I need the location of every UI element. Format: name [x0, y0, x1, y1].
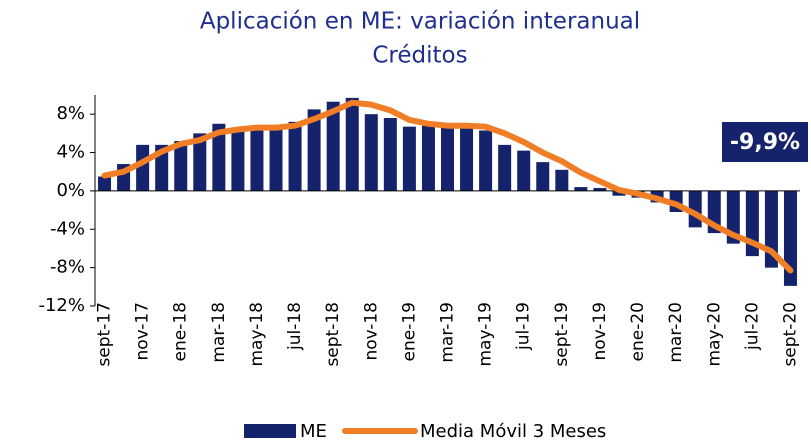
- y-tick-label: -12%: [38, 295, 85, 316]
- x-tick-label: sept-17: [95, 302, 115, 367]
- bar: [421, 125, 435, 191]
- x-tick-label: mar-18: [209, 302, 229, 363]
- legend-label: ME: [300, 421, 327, 442]
- x-tick-label: ene-18: [171, 302, 191, 361]
- bar: [345, 97, 359, 191]
- bar: [364, 114, 378, 191]
- y-tick-label: 0%: [56, 180, 85, 201]
- bar: [593, 188, 607, 191]
- bar: [498, 144, 512, 191]
- y-tick-label: -8%: [50, 257, 85, 278]
- bar: [250, 128, 264, 191]
- x-tick-label: jul-18: [285, 302, 305, 351]
- bar: [307, 109, 321, 191]
- x-tick-label: nov-19: [590, 302, 610, 361]
- bar: [536, 162, 550, 191]
- bar: [231, 130, 245, 191]
- annotation-box: [722, 122, 808, 162]
- bar: [383, 118, 397, 191]
- y-tick-label: -4%: [50, 218, 85, 239]
- bar: [612, 190, 626, 196]
- bar: [98, 176, 112, 191]
- legend-swatch: [244, 424, 296, 438]
- bar: [288, 121, 302, 191]
- x-tick-label: mar-20: [666, 302, 686, 363]
- x-tick-label: jul-19: [514, 302, 534, 351]
- x-tick-label: mar-19: [438, 302, 458, 363]
- chart-title: Aplicación en ME: variación interanual: [200, 9, 640, 35]
- bar: [402, 126, 416, 191]
- bar: [517, 150, 531, 191]
- y-tick-label: 8%: [56, 103, 85, 124]
- bar: [460, 123, 474, 191]
- y-tick-label: 4%: [56, 142, 85, 163]
- x-tick-label: sept-20: [780, 302, 800, 367]
- x-tick-label: ene-20: [628, 302, 648, 361]
- x-tick-label: nov-18: [361, 302, 381, 361]
- bar: [479, 130, 493, 191]
- bar: [574, 187, 588, 191]
- chart-subtitle: Créditos: [372, 43, 467, 69]
- bar: [783, 190, 797, 286]
- x-tick-label: may-18: [247, 302, 267, 367]
- line: [101, 99, 794, 274]
- legend-label: Media Móvil 3 Meses: [420, 421, 606, 442]
- x-tick-label: may-19: [476, 302, 496, 367]
- x-tick-label: jul-20: [742, 302, 762, 351]
- bar: [441, 126, 454, 191]
- annotation: -9,9%: [730, 130, 800, 155]
- x-tick-label: may-20: [704, 302, 724, 367]
- bar: [174, 141, 188, 191]
- x-tick-label: ene-19: [399, 302, 419, 361]
- bar: [193, 133, 207, 191]
- x-tick-label: nov-17: [133, 302, 153, 361]
- bar: [136, 144, 150, 191]
- bar: [212, 123, 226, 191]
- bar: [555, 169, 569, 191]
- x-tick-label: sept-19: [552, 302, 572, 367]
- bar: [269, 125, 283, 191]
- x-tick-label: sept-18: [323, 302, 343, 367]
- bar: [326, 101, 340, 191]
